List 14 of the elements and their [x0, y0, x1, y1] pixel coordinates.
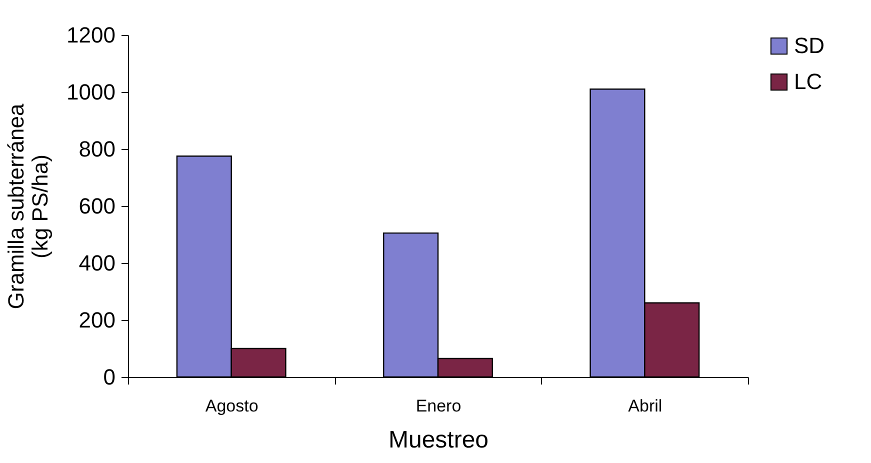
- x-axis-title: Muestreo: [388, 426, 489, 454]
- y-tick-label: 1000: [66, 80, 116, 104]
- y-tick-label: 800: [78, 136, 116, 162]
- x-tick-label: Agosto: [205, 396, 258, 416]
- y-tick-label: 0: [103, 364, 116, 390]
- legend-label: SD: [794, 33, 825, 58]
- y-tick-label: 400: [78, 250, 116, 276]
- legend-label: LC: [794, 69, 822, 94]
- y-tick-label: 200: [78, 308, 116, 332]
- x-tick-label: Abril: [628, 396, 662, 416]
- y-tick-label: 600: [78, 194, 116, 218]
- y-tick-label: 1200: [66, 22, 116, 48]
- x-tick-label: Enero: [416, 396, 462, 416]
- y-axis-title: Gramilla subterránea (kg PS/ha): [4, 103, 53, 310]
